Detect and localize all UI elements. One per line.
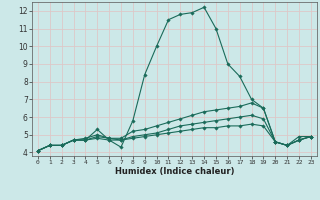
X-axis label: Humidex (Indice chaleur): Humidex (Indice chaleur)	[115, 167, 234, 176]
